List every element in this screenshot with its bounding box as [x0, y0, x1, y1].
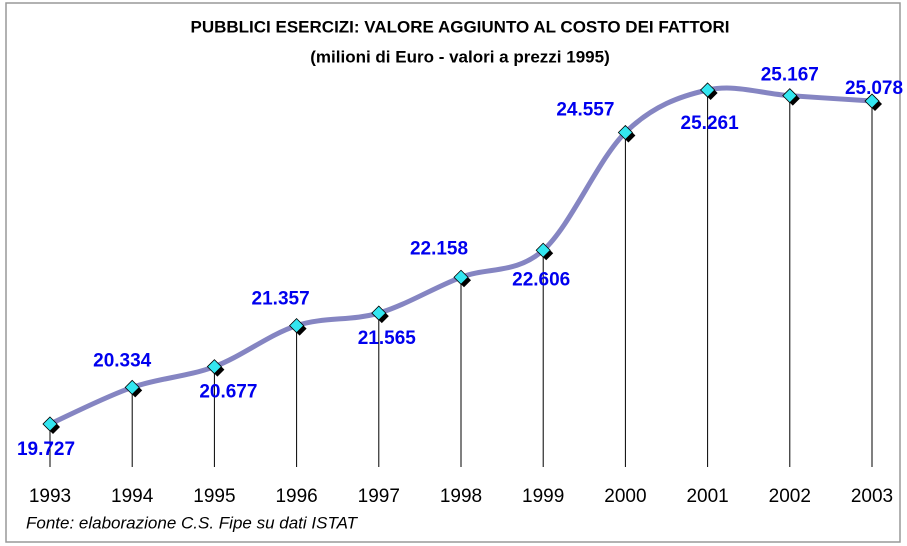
x-tick-label: 2001	[686, 486, 728, 507]
marker	[42, 416, 58, 432]
x-tick-label: 2003	[851, 486, 893, 507]
data-label: 20.334	[93, 350, 152, 371]
data-label: 19.727	[17, 439, 75, 460]
data-label: 25.078	[845, 78, 903, 99]
marker	[206, 359, 222, 375]
chart-title: PUBBLICI ESERCIZI: VALORE AGGIUNTO AL CO…	[191, 17, 730, 36]
marker	[617, 124, 633, 141]
data-label: 20.677	[199, 382, 257, 403]
marker	[371, 305, 387, 321]
x-tick-label: 1999	[522, 486, 564, 507]
x-tick-label: 2002	[769, 486, 811, 507]
x-tick-label: 1997	[358, 486, 400, 507]
marker	[453, 269, 469, 285]
x-tick-label: 1993	[29, 486, 71, 507]
chart-frame	[5, 2, 901, 543]
chart-subtitle: (milioni di Euro - valori a prezzi 1995)	[310, 47, 609, 66]
x-tick-label: 1996	[275, 486, 317, 507]
marker	[700, 82, 716, 98]
data-label: 22.158	[410, 238, 468, 259]
data-label: 25.261	[681, 113, 740, 134]
data-label: 25.167	[761, 65, 819, 86]
marker	[535, 242, 551, 258]
x-tick-label: 1994	[111, 486, 154, 507]
marker	[864, 93, 880, 109]
marker	[289, 318, 305, 334]
data-label: 24.557	[556, 100, 614, 121]
marker	[782, 88, 798, 104]
x-tick-label: 1995	[193, 486, 235, 507]
marker	[124, 379, 140, 395]
data-label: 21.357	[252, 289, 310, 310]
x-tick-label: 1998	[440, 486, 482, 507]
data-label: 22.606	[512, 269, 570, 290]
data-label: 21.565	[358, 328, 417, 349]
x-tick-label: 2000	[604, 486, 646, 507]
source-note: Fonte: elaborazione C.S. Fipe su dati IS…	[26, 513, 359, 532]
